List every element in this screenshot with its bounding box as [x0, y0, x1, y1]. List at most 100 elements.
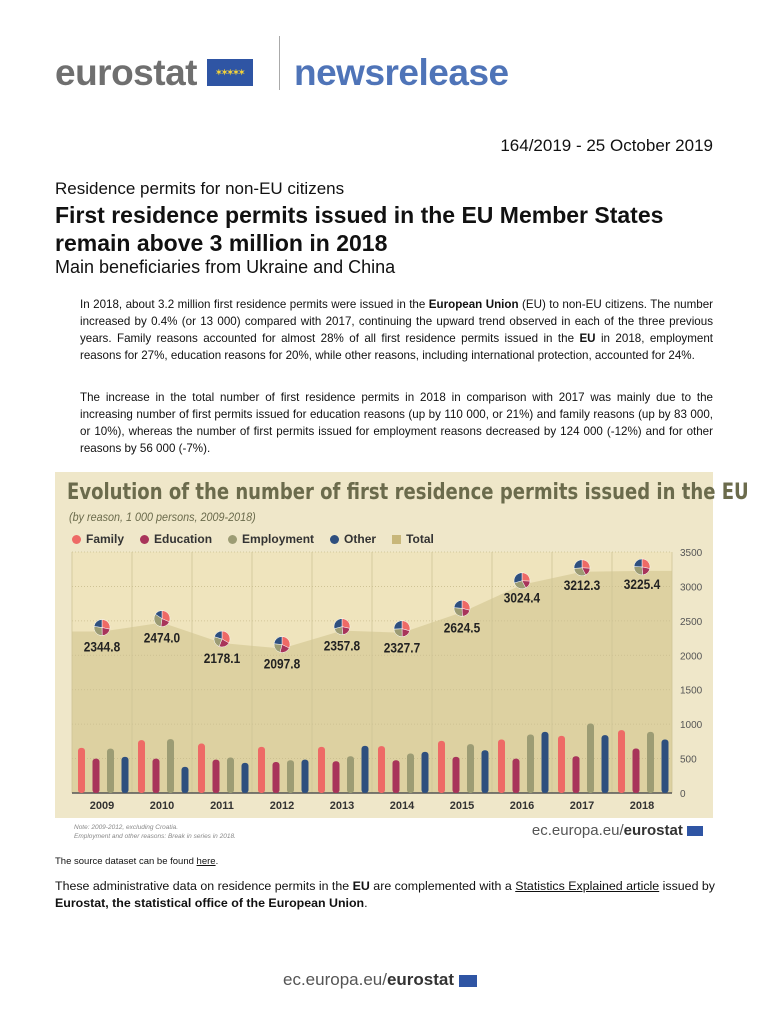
total-data-label: 2097.8 — [264, 656, 300, 672]
pie-slice-other — [93, 619, 103, 628]
eu-flag-icon — [458, 974, 477, 987]
legend-total: Total — [392, 532, 434, 546]
bar-other — [301, 759, 309, 793]
legend-education: Education — [140, 532, 212, 546]
legend-other-swatch-icon — [330, 534, 340, 544]
pie-slice-other — [273, 636, 283, 645]
paragraph-2: The increase in the total number of firs… — [80, 391, 713, 455]
bar-education — [212, 759, 220, 793]
chart-title: Evolution of the number of first residen… — [67, 480, 749, 505]
legend-family-swatch-icon — [72, 534, 81, 544]
bar-employment — [347, 756, 354, 793]
bar-education — [572, 756, 580, 793]
y-tick-label: 3500 — [680, 548, 703, 559]
bar-family — [438, 740, 445, 793]
pie-slice-other — [214, 630, 223, 640]
bar-other — [601, 735, 609, 793]
total-data-label: 2178.1 — [204, 650, 240, 666]
bar-employment — [587, 723, 594, 793]
legend-other: Other — [330, 532, 376, 546]
y-tick-label: 2500 — [680, 617, 703, 628]
eu-flag-icon: ✶✶✶✶✶ — [206, 58, 253, 86]
bar-other — [181, 766, 189, 793]
legend-education-swatch-icon — [140, 534, 150, 544]
x-tick-label: 2018 — [630, 800, 654, 812]
bar-family — [318, 746, 325, 793]
chart-legend: Family Education Employment Other Total — [72, 532, 434, 546]
y-tick-label: 3000 — [680, 582, 703, 593]
source-note: The source dataset can be found here. — [55, 856, 219, 867]
footer-url: ec.europa.eu/eurostat — [283, 970, 477, 990]
pie-slice-other — [154, 610, 163, 620]
bar-education — [632, 748, 640, 793]
legend-total-swatch-icon — [392, 534, 402, 544]
paragraph-1: In 2018, about 3.2 million first residen… — [80, 298, 714, 362]
bar-employment — [167, 739, 174, 793]
statistics-explained-link[interactable]: Statistics Explained article — [515, 879, 660, 893]
bar-other — [421, 751, 429, 793]
total-data-label: 2344.8 — [84, 639, 120, 655]
bar-other — [481, 750, 489, 793]
bar-employment — [467, 744, 474, 793]
y-tick-label: 2000 — [680, 651, 703, 662]
bar-other — [541, 731, 549, 793]
pie-slice-other — [573, 559, 583, 569]
bar-education — [332, 761, 340, 793]
x-tick-label: 2010 — [150, 800, 174, 812]
pie-slice-other — [453, 600, 463, 609]
eu-flag-icon — [687, 826, 703, 837]
bar-education — [92, 758, 100, 793]
x-tick-label: 2011 — [210, 800, 234, 812]
bar-family — [558, 735, 565, 793]
total-data-label: 3024.4 — [504, 590, 541, 606]
bar-other — [121, 756, 129, 793]
bar-family — [618, 730, 625, 793]
bar-employment — [227, 757, 234, 793]
bar-education — [152, 758, 160, 793]
x-tick-label: 2015 — [450, 800, 474, 812]
bar-education — [272, 761, 280, 793]
bar-education — [392, 760, 400, 793]
release-reference: 164/2019 - 25 October 2019 — [500, 136, 713, 155]
x-tick-label: 2016 — [510, 800, 534, 812]
bar-family — [498, 739, 505, 793]
y-tick-label: 1500 — [680, 686, 703, 697]
y-tick-label: 500 — [680, 755, 697, 766]
header-divider — [279, 36, 280, 90]
bar-education — [452, 756, 460, 793]
bar-employment — [407, 753, 414, 793]
total-data-label: 2474.0 — [144, 630, 180, 646]
source-dataset-link[interactable]: here — [196, 856, 216, 867]
article-kicker: Residence permits for non-EU citizens — [55, 179, 345, 198]
bar-education — [512, 758, 520, 793]
bar-employment — [287, 760, 294, 793]
total-data-label: 2327.7 — [384, 640, 420, 656]
bar-other — [361, 745, 369, 793]
bar-employment — [527, 734, 534, 793]
total-data-label: 2624.5 — [444, 619, 480, 635]
bar-family — [138, 740, 145, 793]
bar-employment — [107, 748, 114, 793]
total-data-label: 3225.4 — [624, 576, 661, 592]
chart-url: ec.europa.eu/eurostat — [532, 822, 703, 839]
pie-slice-other — [633, 558, 643, 568]
x-tick-label: 2012 — [270, 800, 294, 812]
eurostat-logo: eurostat ✶✶✶✶✶ — [55, 52, 253, 94]
legend-family: Family — [72, 532, 124, 546]
y-tick-label: 0 — [680, 789, 686, 800]
y-tick-label: 1000 — [680, 720, 703, 731]
bar-family — [378, 746, 385, 793]
pie-slice-other — [333, 618, 343, 630]
total-data-label: 2357.8 — [324, 638, 360, 654]
page-subtitle: Main beneficiaries from Ukraine and Chin… — [55, 257, 396, 277]
chart-note: Note: 2009-2012, excluding Croatia. Emplo… — [74, 824, 236, 840]
total-data-label: 3212.3 — [564, 577, 600, 593]
bar-employment — [647, 731, 654, 793]
x-tick-label: 2014 — [390, 800, 415, 812]
bar-other — [241, 762, 249, 793]
pie-slice-other — [513, 572, 523, 584]
x-tick-label: 2017 — [570, 800, 594, 812]
bar-family — [258, 746, 265, 793]
bar-other — [661, 739, 669, 793]
